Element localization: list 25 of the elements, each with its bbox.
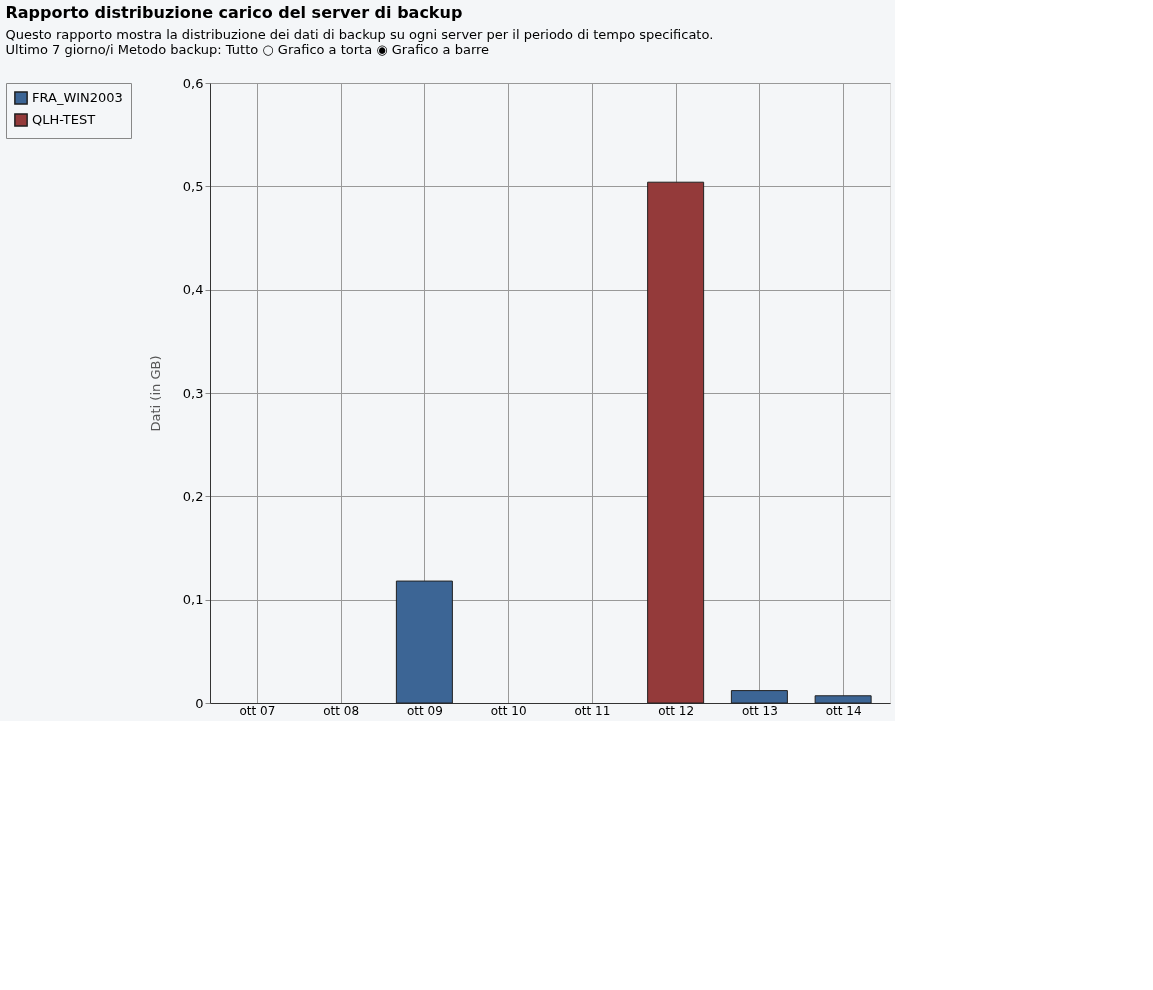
x-tick-label: ott 08 bbox=[323, 703, 360, 718]
chart-subtitle: Questo rapporto mostra la distribuzione dei dati di backup su ogni server per il periodo di tempo specificato. bbox=[5, 27, 714, 42]
bar bbox=[395, 580, 453, 704]
x-tick-label: ott 11 bbox=[574, 703, 611, 718]
y-tick-label: 0,6 bbox=[182, 75, 204, 91]
x-tick-label: ott 07 bbox=[239, 703, 276, 718]
bar bbox=[730, 690, 788, 704]
chart-title: Rapporto distribuzione carico del server di backup bbox=[5, 3, 463, 22]
y-tick-label: 0,4 bbox=[182, 282, 204, 298]
x-tick-label: ott 14 bbox=[825, 703, 862, 718]
x-tick-label: ott 09 bbox=[406, 703, 443, 718]
bar bbox=[647, 181, 705, 704]
x-tick-label: ott 13 bbox=[741, 703, 778, 718]
x-tick-label: ott 12 bbox=[658, 703, 695, 718]
y-tick-label: 0,1 bbox=[182, 592, 204, 608]
bar bbox=[814, 695, 872, 704]
y-tick-label: 0,5 bbox=[182, 178, 204, 194]
y-axis-title: Dati (in GB) bbox=[147, 355, 163, 432]
y-tick-label: 0,3 bbox=[182, 385, 204, 401]
y-tick-label: 0 bbox=[195, 695, 204, 711]
legend-label: QLH-TEST bbox=[32, 112, 96, 127]
text: Ultimo 7 giorno/i Metodo backup: Tutto ○ Grafico a torta ◉ Grafico a barre bbox=[5, 42, 490, 57]
y-tick-label: 0,2 bbox=[182, 488, 204, 504]
legend-label: FRA_WIN2003 bbox=[32, 90, 123, 105]
x-tick-label: ott 10 bbox=[490, 703, 527, 718]
